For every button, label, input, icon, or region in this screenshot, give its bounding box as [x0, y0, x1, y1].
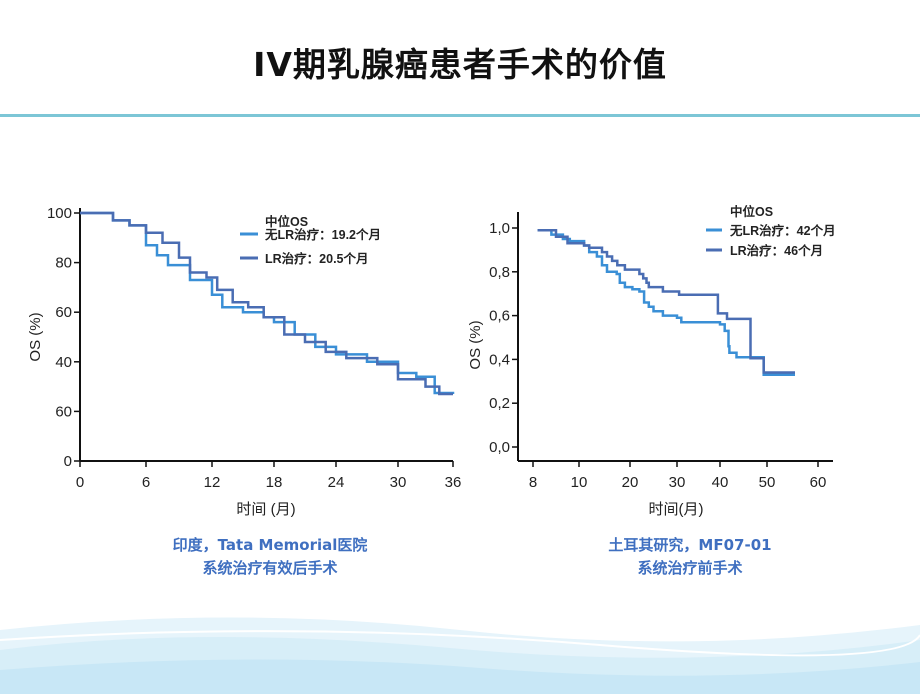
c0-x-tick-label: 18 [266, 474, 283, 491]
c1-x-tick-label: 10 [571, 474, 588, 491]
c0-x-tick-label: 0 [76, 474, 84, 491]
c0-x-axis-label: 时间 (月) [236, 501, 295, 518]
c1-x-tick-label: 40 [712, 474, 729, 491]
c1-y-tick-label: 0,2 [489, 395, 510, 412]
c1-y-tick-label: 0,6 [489, 308, 510, 325]
slide-title: IV期乳腺癌患者手术的价值 [253, 45, 667, 84]
c1-legend-label: LR治疗：46个月 [730, 243, 823, 258]
left-caption-line2: 系统治疗有效后手术 [202, 559, 338, 577]
c0-y-tick-label: 40 [55, 354, 72, 371]
c1-y-axis-label: OS (%) [467, 320, 484, 369]
c1-series-lr-line [537, 228, 795, 374]
c0-legend-label: 无LR治疗：19.2个月 [264, 227, 381, 242]
c0-y-tick-label: 60 [55, 403, 72, 420]
decorative-waves [0, 617, 920, 694]
c0-x-tick-label: 12 [204, 474, 221, 491]
title-divider [0, 114, 920, 117]
c0-x-tick-label: 24 [328, 474, 345, 491]
c0-legend-title: 中位OS [265, 214, 308, 229]
c0-y-axis-label: OS (%) [27, 312, 44, 361]
c0-y-tick-label: 60 [55, 304, 72, 321]
c1-x-axis-label: 时间(月) [649, 501, 704, 518]
c0-x-tick-label: 36 [445, 474, 462, 491]
c0-x-tick-label: 30 [390, 474, 407, 491]
left-caption-line1: 印度，Tata Memorial医院 [172, 536, 368, 554]
c1-y-tick-label: 0,0 [489, 439, 510, 456]
c1-x-tick-label: 60 [810, 474, 827, 491]
c0-y-tick-label: 0 [64, 453, 72, 470]
right-caption: 土耳其研究，MF07-01 系统治疗前手术 [540, 534, 840, 580]
right-caption-line1: 土耳其研究，MF07-01 [608, 536, 772, 554]
left-caption: 印度，Tata Memorial医院 系统治疗有效后手术 [120, 534, 420, 580]
c1-y-tick-label: 0,8 [489, 264, 510, 281]
c0-series-lr-line [80, 211, 453, 396]
c1-x-tick-label: 50 [759, 474, 776, 491]
c0-y-tick-label: 80 [55, 255, 72, 272]
c0-x-tick-label: 6 [142, 474, 150, 491]
c1-legend-label: 无LR治疗：42个月 [729, 223, 836, 238]
c1-legend-title: 中位OS [730, 204, 773, 219]
c0-y-tick-label: 100 [47, 205, 72, 222]
right-caption-line2: 系统治疗前手术 [637, 559, 743, 577]
c0-legend-label: LR治疗：20.5个月 [265, 251, 369, 266]
c1-y-tick-label: 1,0 [489, 220, 510, 237]
c1-x-tick-label: 30 [669, 474, 686, 491]
c1-x-tick-label: 8 [529, 474, 537, 491]
charts: 0 6 12 18 24 30 36 0 60 40 60 80 100 OS (%) 时间 (月) 无LR治… [27, 204, 836, 518]
c1-x-tick-label: 20 [622, 474, 639, 491]
c1-y-tick-label: 0,4 [489, 351, 510, 368]
